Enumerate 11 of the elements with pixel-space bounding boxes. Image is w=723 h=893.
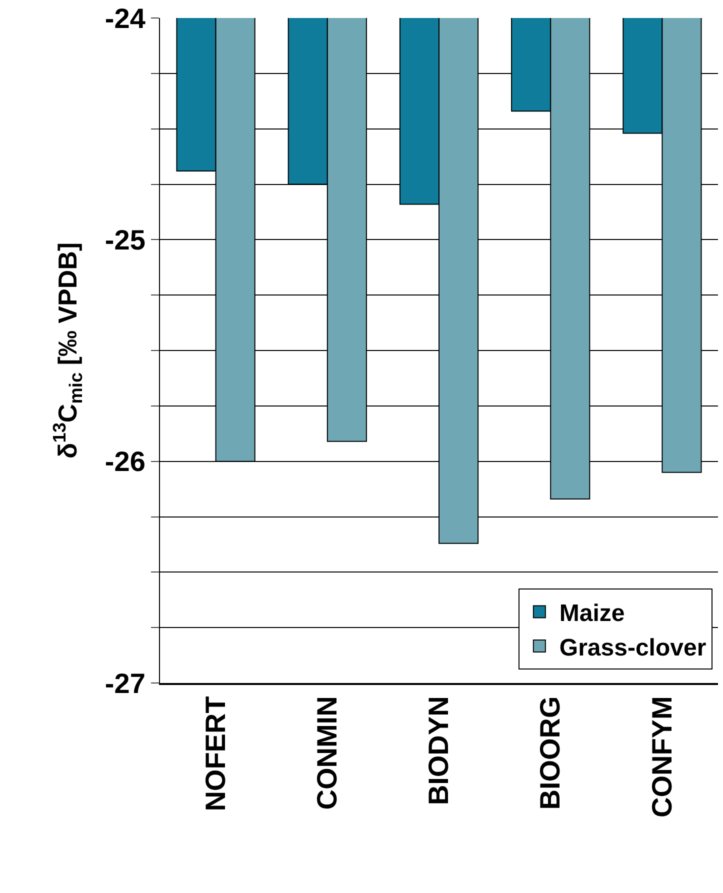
- legend-label: Maize: [559, 600, 625, 628]
- x-tick-label: NOFERT: [200, 696, 231, 812]
- y-tick-label: -24: [104, 2, 146, 34]
- x-tick-label: CONFYM: [646, 696, 678, 818]
- y-tick-label: -27: [104, 668, 146, 699]
- x-tick-label: BIOORG: [534, 696, 566, 810]
- x-tick-label: CONMIN: [312, 696, 342, 810]
- legend-label: Grass-clover: [559, 634, 706, 662]
- x-tick-label: BIODYN: [423, 696, 454, 806]
- y-tick-label: -26: [104, 446, 146, 478]
- y-tick-label: -25: [104, 224, 146, 256]
